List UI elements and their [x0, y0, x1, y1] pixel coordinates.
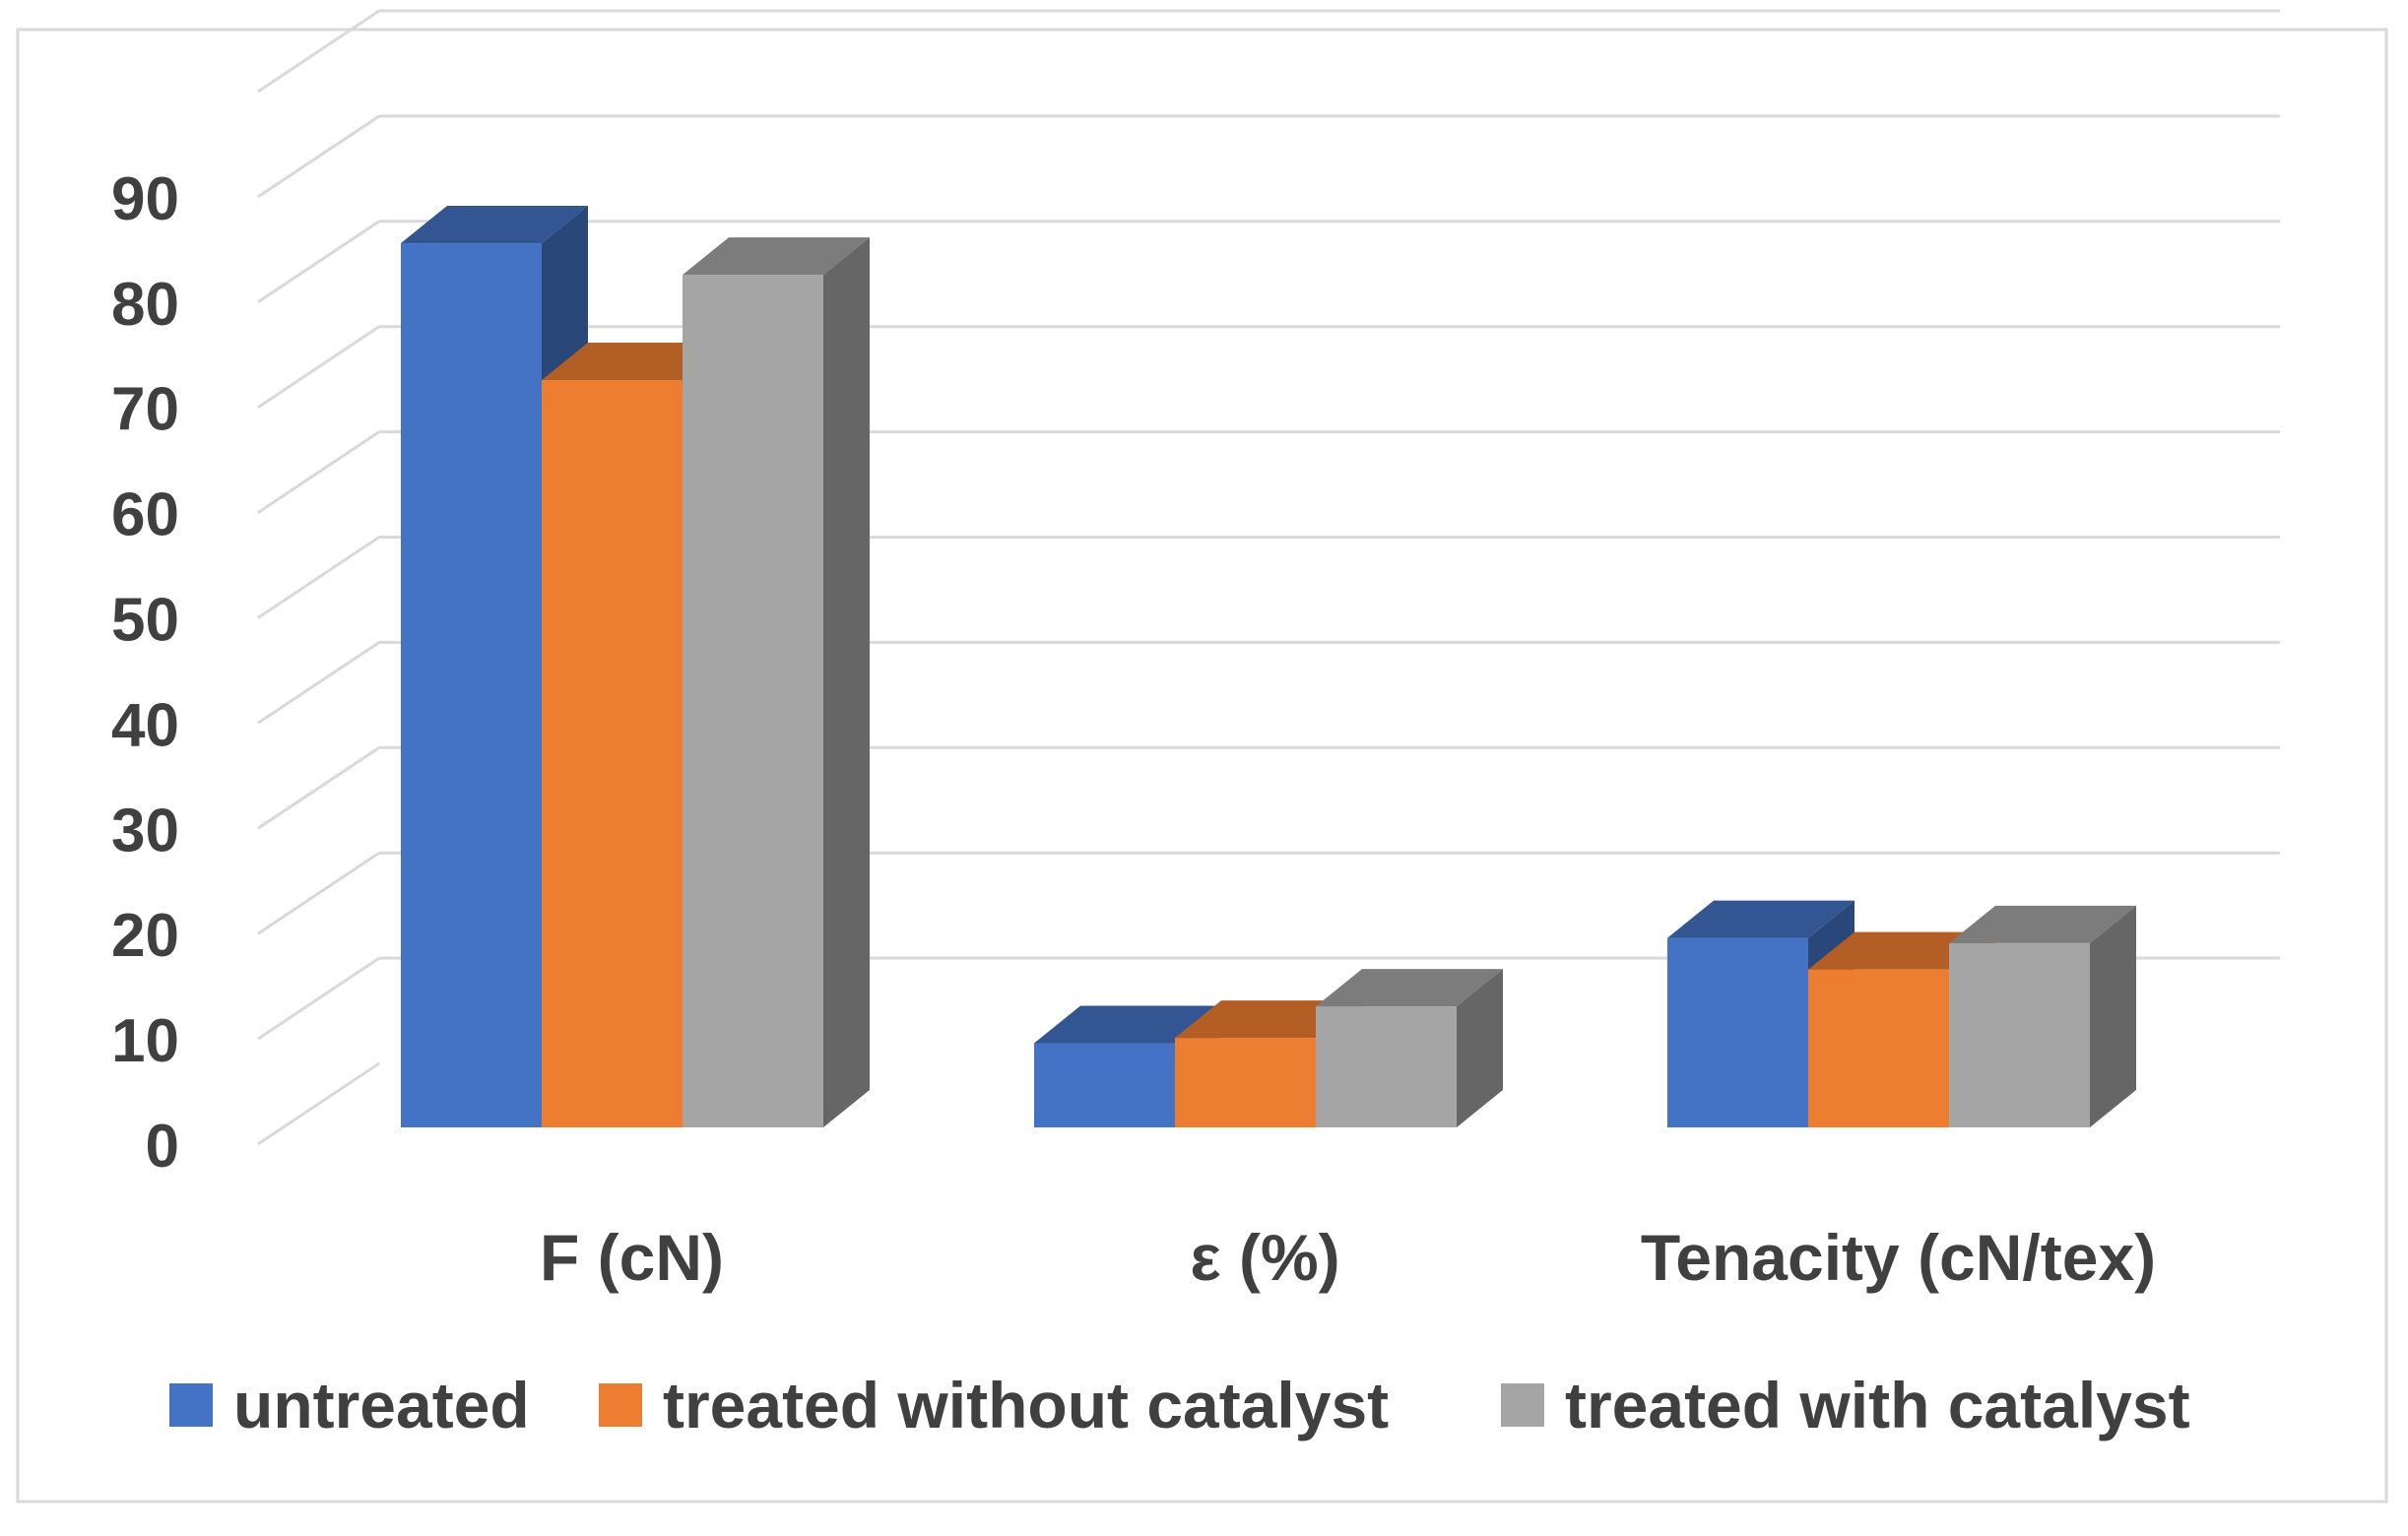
y-tick-label: 50 — [111, 587, 179, 655]
bar-front — [401, 243, 542, 1128]
bar-front — [1034, 1043, 1175, 1127]
bar-top — [683, 237, 870, 276]
bar-top — [401, 206, 588, 244]
bar-top — [542, 343, 729, 381]
y-tick-label: 40 — [111, 691, 179, 759]
gridline-slant — [257, 536, 380, 619]
bar-top — [1667, 900, 1855, 938]
bar-treated-with-catalyst-1 — [1316, 969, 1503, 1127]
bar-front — [1316, 1006, 1457, 1127]
gridline-slant — [257, 1061, 380, 1146]
x-category-label: Tenacity (cN/tex) — [1641, 1221, 2156, 1294]
bar-top — [1808, 931, 1995, 970]
legend-label-untreated: untreated — [233, 1369, 530, 1441]
bar-front — [1949, 942, 2090, 1127]
gridline-slant — [257, 430, 380, 514]
gridline-slant — [257, 9, 380, 94]
y-axis-ticks: 0 10 20 30 40 50 60 70 80 90 — [111, 165, 179, 1181]
bar-top — [1316, 969, 1503, 1007]
bar-top — [1175, 1000, 1362, 1039]
gridline-slant — [257, 641, 380, 725]
bar-front — [1667, 937, 1808, 1127]
gridline-slant — [257, 956, 380, 1041]
y-tick-label: 90 — [111, 165, 179, 233]
x-category-label: ε (%) — [1190, 1221, 1339, 1294]
x-category-label: F (cN) — [540, 1221, 724, 1294]
bar-top — [1034, 1005, 1221, 1044]
legend-swatch-treated-without-catalyst — [599, 1383, 642, 1427]
gridline-slant — [257, 851, 380, 935]
y-tick-label: 20 — [111, 902, 179, 970]
legend-swatch-untreated — [169, 1383, 213, 1427]
legend-label-treated-without-catalyst: treated without catalyst — [663, 1369, 1389, 1441]
y-tick-label: 0 — [146, 1113, 179, 1181]
bar-side — [2090, 905, 2136, 1127]
y-tick-label: 10 — [111, 1007, 179, 1075]
gridline-slant — [257, 114, 380, 199]
y-tick-label: 30 — [111, 797, 179, 864]
x-axis-categories: F (cN) ε (%) Tenacity (cN/tex) — [540, 1221, 2156, 1294]
y-tick-label: 70 — [111, 376, 179, 444]
gridline-slant — [257, 325, 380, 409]
bar-side — [1457, 969, 1503, 1127]
bar-front — [1175, 1038, 1316, 1127]
bar-treated-with-catalyst-2 — [1949, 905, 2136, 1127]
y-tick-label: 60 — [111, 481, 179, 549]
bar-side — [823, 237, 870, 1128]
gridline-slant — [257, 220, 380, 304]
gridline-slant — [257, 746, 380, 830]
bars — [401, 206, 2136, 1128]
legend-swatch-treated-with-catalyst — [1501, 1383, 1544, 1427]
bar-top — [1949, 905, 2136, 943]
bar-front — [542, 380, 683, 1127]
legend: untreated treated without catalyst treat… — [169, 1369, 2190, 1441]
y-tick-label: 80 — [111, 271, 179, 339]
legend-label-treated-with-catalyst: treated with catalyst — [1565, 1369, 2190, 1441]
bar-treated-with-catalyst-0 — [683, 237, 870, 1128]
bar-front — [1808, 969, 1949, 1127]
bar-front — [683, 275, 823, 1127]
